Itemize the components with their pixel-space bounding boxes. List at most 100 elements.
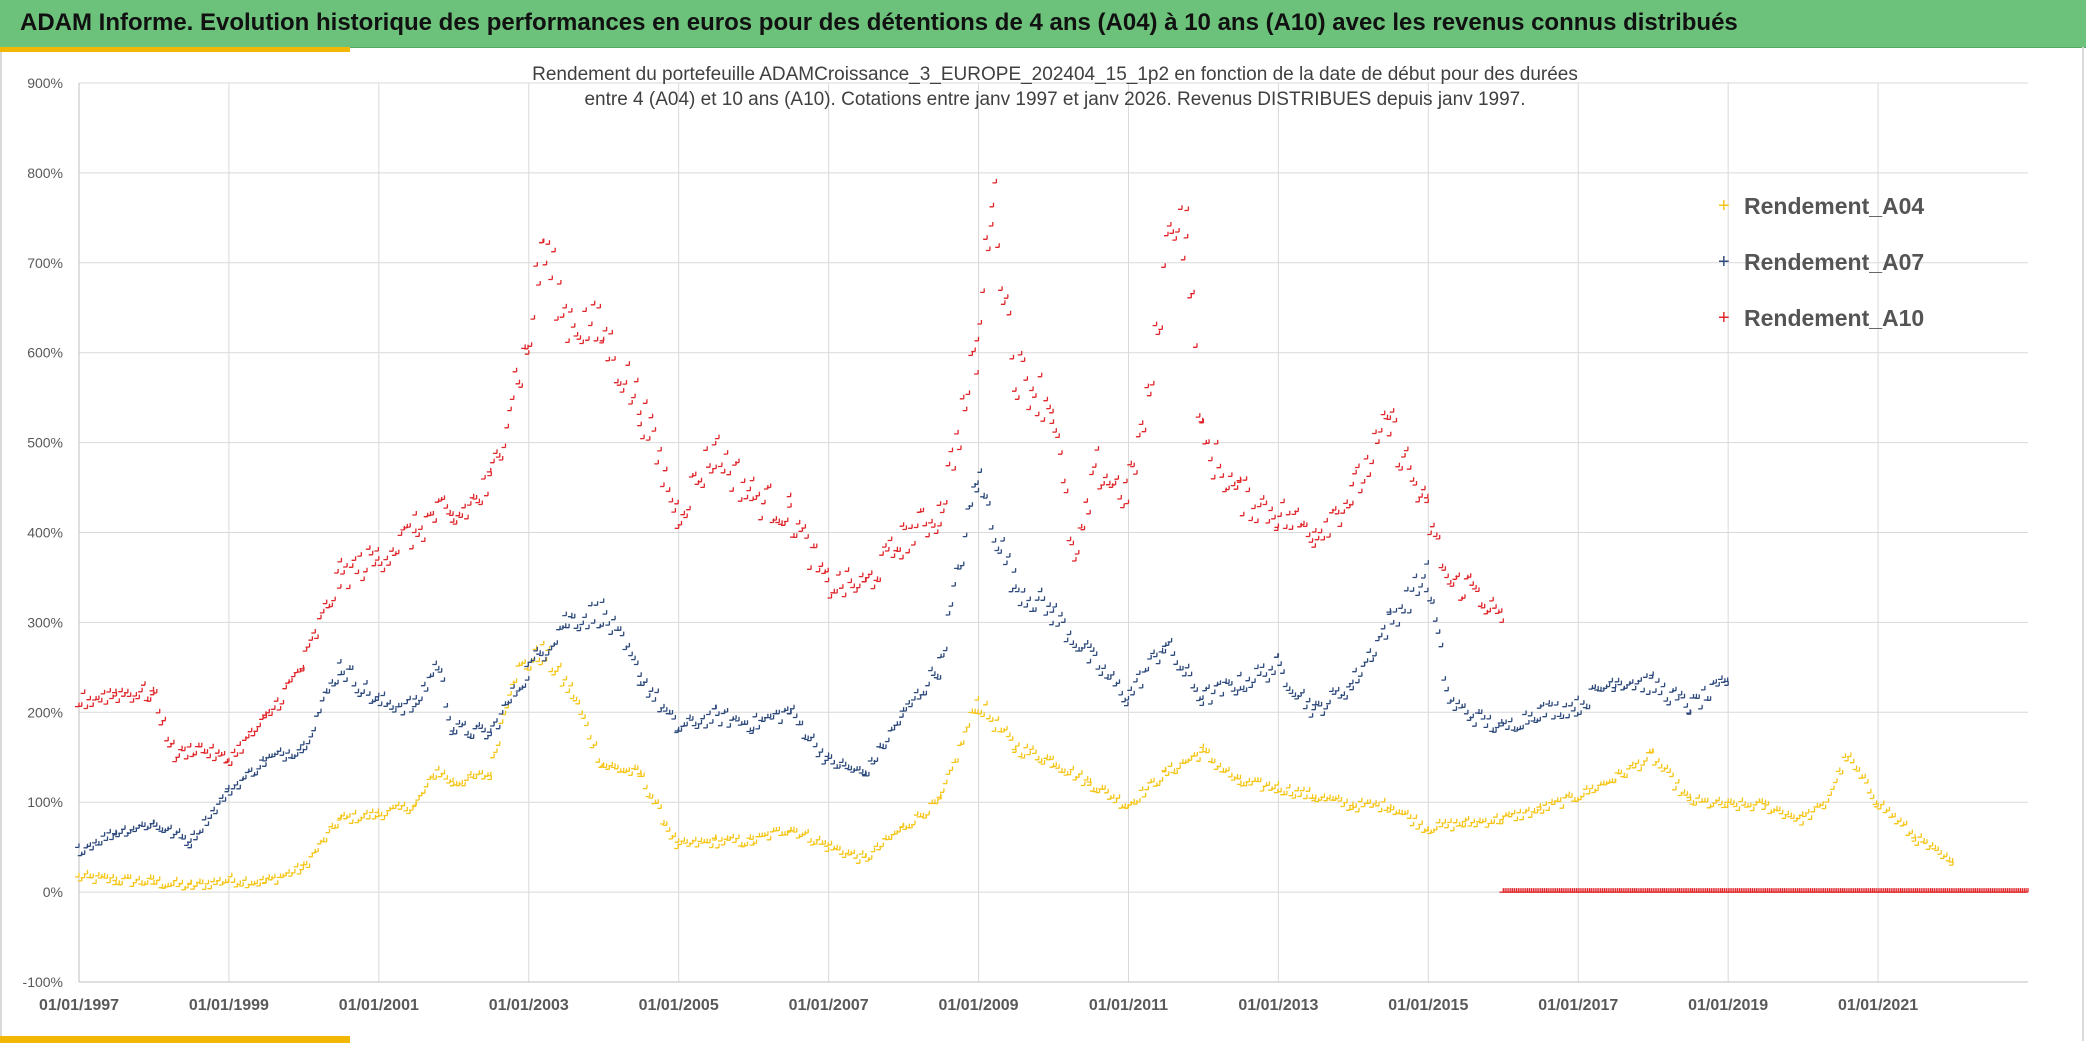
data-point <box>887 835 893 841</box>
data-point <box>1180 255 1186 261</box>
data-point <box>210 877 215 883</box>
data-point <box>717 837 723 842</box>
data-point <box>1233 485 1239 490</box>
data-point <box>311 629 316 634</box>
data-point <box>717 462 723 468</box>
data-point <box>1446 580 1452 585</box>
data-point <box>1355 463 1360 469</box>
data-point <box>752 712 758 718</box>
data-point <box>942 646 948 652</box>
data-point <box>625 767 631 772</box>
data-point <box>569 694 575 700</box>
data-point <box>1069 640 1075 646</box>
data-point <box>183 754 189 760</box>
data-point <box>1014 742 1020 747</box>
data-point <box>363 680 368 685</box>
data-point <box>1034 596 1040 601</box>
data-point <box>1227 681 1233 686</box>
data-point <box>778 719 783 724</box>
data-point <box>862 853 867 859</box>
data-point <box>746 834 752 839</box>
data-point <box>1530 717 1536 722</box>
data-point <box>129 825 135 831</box>
data-point <box>377 811 383 817</box>
data-point <box>1127 686 1132 692</box>
data-point <box>1712 679 1717 684</box>
page-title: ADAM Informe. Evolution historique des p… <box>20 9 1738 36</box>
data-point <box>844 849 850 855</box>
data-point <box>876 742 881 748</box>
data-point <box>1092 651 1098 657</box>
data-point <box>1527 813 1533 818</box>
data-point <box>1326 699 1331 705</box>
data-point <box>1723 803 1729 809</box>
x-tick-label: 01/01/2011 <box>1089 997 1168 1014</box>
data-point <box>1680 789 1686 794</box>
data-point <box>1582 785 1588 790</box>
data-point <box>1421 574 1426 579</box>
data-point <box>1472 722 1477 727</box>
data-point <box>1700 685 1706 691</box>
data-point <box>1830 785 1835 791</box>
data-point <box>1020 588 1026 593</box>
data-point <box>103 874 109 879</box>
data-point <box>1083 640 1089 645</box>
data-point <box>80 850 86 855</box>
series-layer <box>75 178 2029 893</box>
data-point <box>809 733 815 739</box>
data-point <box>1749 806 1755 812</box>
data-point <box>1052 762 1057 767</box>
data-point <box>633 765 639 771</box>
data-point <box>821 840 826 845</box>
data-point <box>1314 700 1320 706</box>
data-point <box>824 847 830 852</box>
data-point <box>1205 748 1210 754</box>
data-point <box>449 777 454 783</box>
data-point <box>75 843 80 849</box>
data-point <box>187 879 192 885</box>
data-point <box>1020 754 1026 759</box>
data-point <box>1480 715 1486 720</box>
data-point <box>1216 762 1222 768</box>
data-point <box>244 733 250 739</box>
data-point <box>1461 594 1466 599</box>
data-point <box>890 725 896 731</box>
data-point <box>1285 783 1291 789</box>
data-point <box>1729 800 1735 805</box>
data-point <box>1536 803 1541 808</box>
data-point <box>786 828 792 833</box>
data-point <box>1311 543 1317 548</box>
data-point <box>1654 757 1660 763</box>
data-point <box>486 467 492 473</box>
data-point <box>1072 776 1077 781</box>
data-point <box>220 751 226 756</box>
data-point <box>873 576 879 582</box>
data-point <box>1285 510 1291 516</box>
data-point <box>1069 765 1075 771</box>
data-point <box>1617 769 1623 775</box>
data-point <box>1846 752 1852 758</box>
data-point <box>1366 472 1372 477</box>
data-point <box>1363 658 1369 663</box>
data-point <box>1838 769 1844 775</box>
data-point <box>507 698 512 704</box>
data-point <box>1288 689 1294 695</box>
legend-label-a10: Rendement_A10 <box>1744 304 1925 331</box>
data-point <box>1631 685 1637 691</box>
data-point <box>665 487 671 492</box>
data-point <box>1251 678 1256 684</box>
data-point <box>86 842 92 847</box>
data-point <box>504 423 510 429</box>
data-point <box>962 532 968 538</box>
data-point <box>236 741 241 747</box>
data-point <box>1764 801 1770 806</box>
x-tick-label: 01/01/2013 <box>1238 997 1318 1014</box>
data-point <box>1083 498 1089 503</box>
data-point <box>977 468 983 473</box>
data-point <box>1317 528 1323 534</box>
data-point <box>576 626 582 632</box>
data-point <box>1326 794 1331 800</box>
data-point <box>968 502 974 507</box>
data-point <box>735 834 740 840</box>
data-point <box>905 548 910 554</box>
